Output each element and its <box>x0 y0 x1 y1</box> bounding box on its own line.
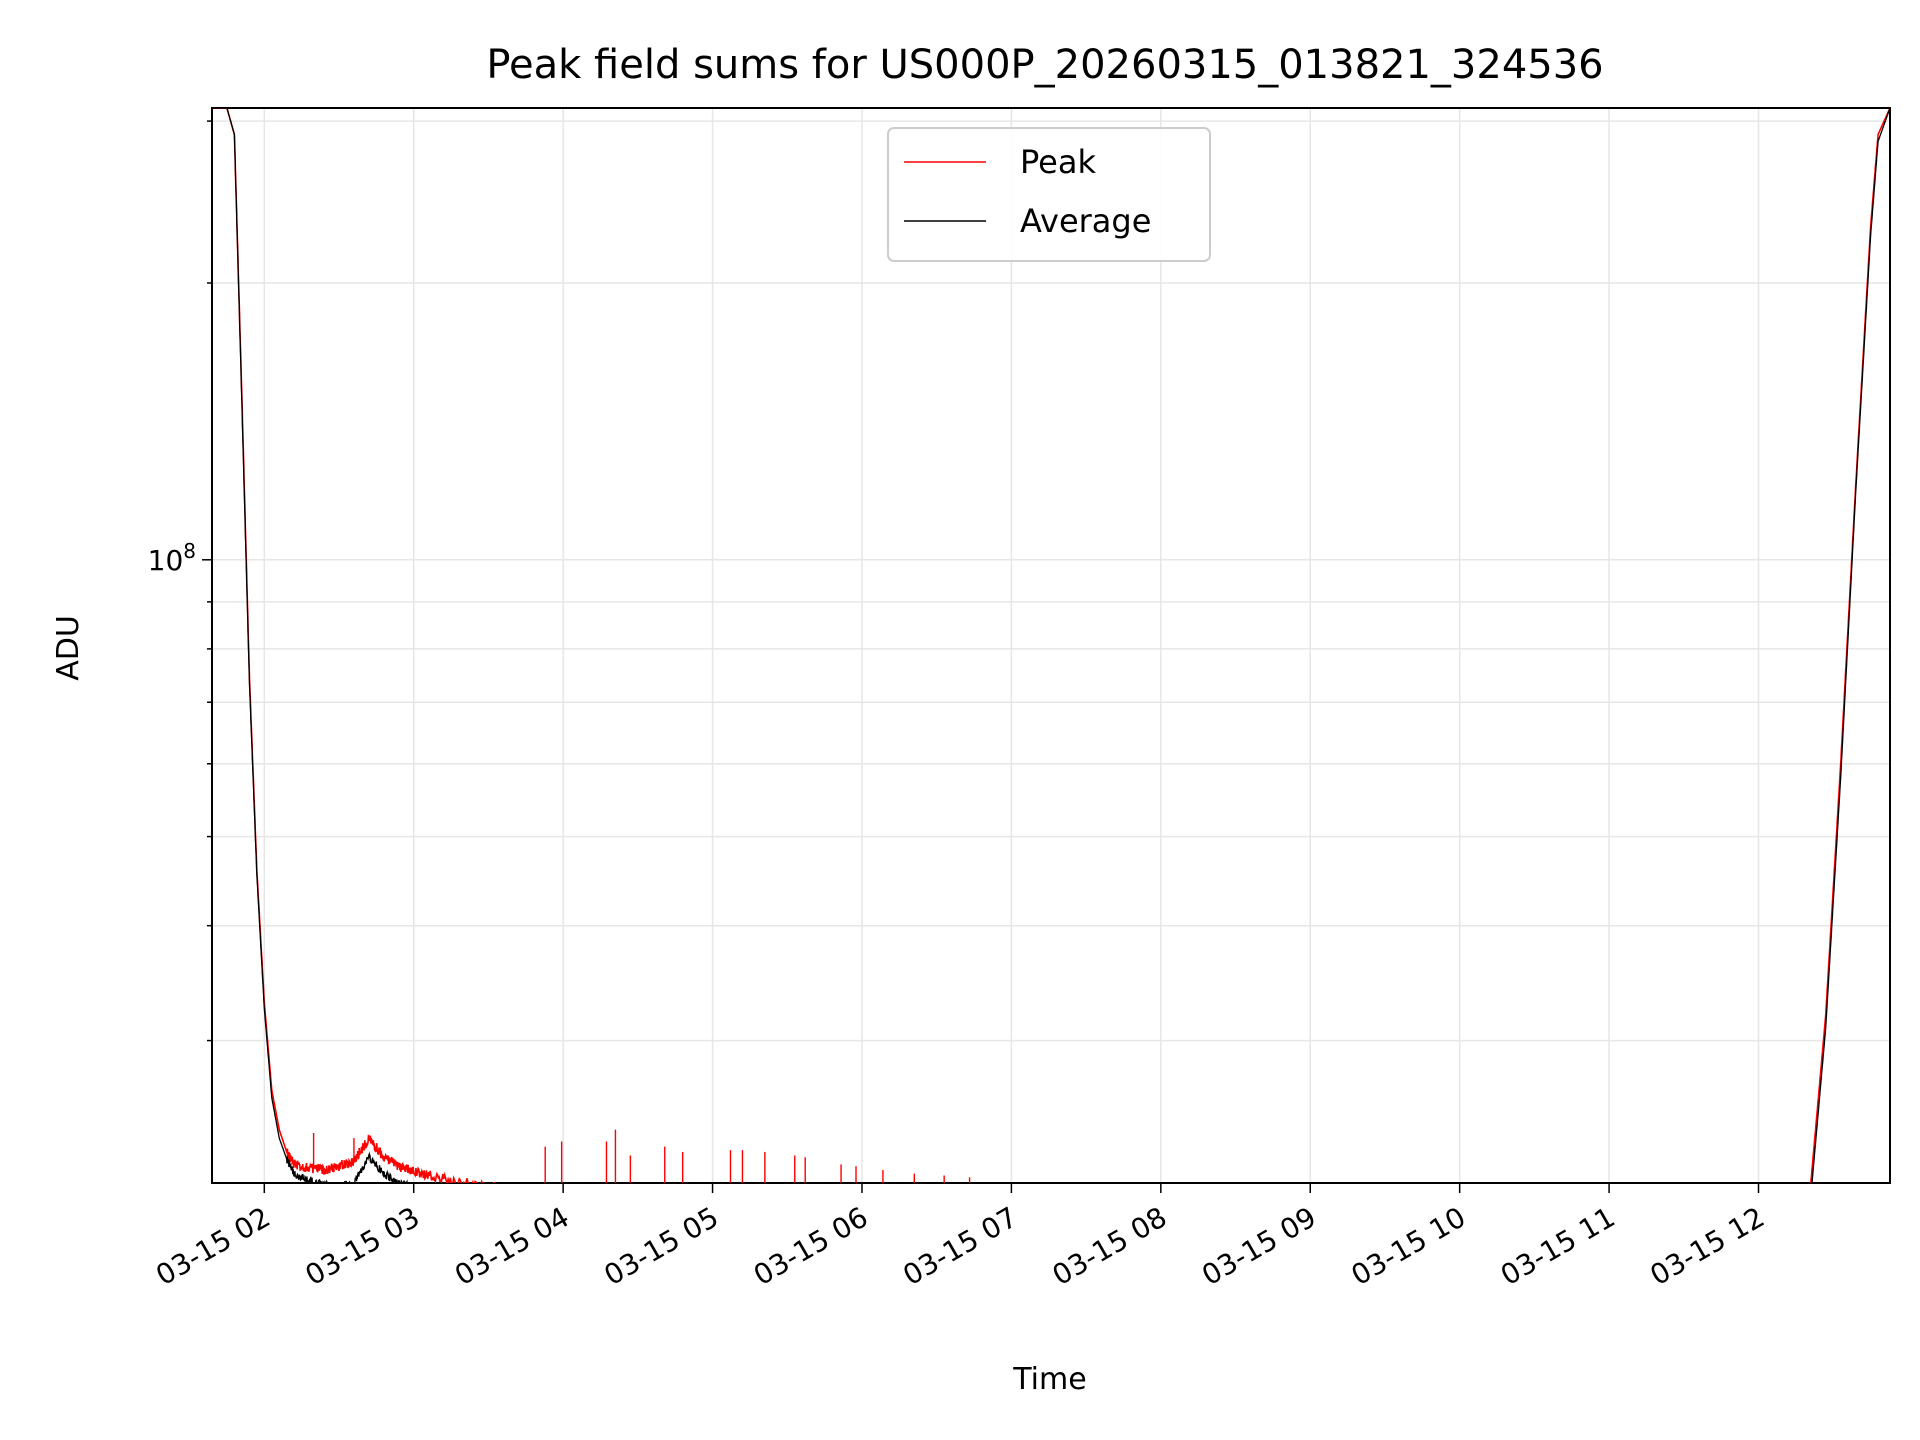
chart-title: Peak field sums for US000P_20260315_0138… <box>486 42 1603 88</box>
series-line-average <box>212 108 1890 1183</box>
x-tick-label: 03-15 04 <box>449 1200 575 1292</box>
x-tick-label: 03-15 07 <box>897 1200 1023 1292</box>
x-tick-label: 03-15 10 <box>1346 1200 1472 1292</box>
x-axis-label: Time <box>1012 1362 1086 1397</box>
x-tick-label: 03-15 12 <box>1644 1200 1770 1292</box>
peak-spikes <box>312 1129 971 1183</box>
legend-average-label: Average <box>1020 202 1151 240</box>
y-axis: 108 <box>148 120 212 1042</box>
x-tick-label: 03-15 06 <box>748 1200 874 1292</box>
x-tick-label: 03-15 09 <box>1196 1200 1322 1292</box>
grid <box>212 108 1890 1183</box>
y-tick-label: 108 <box>148 539 196 577</box>
x-tick-label: 03-15 03 <box>300 1200 426 1292</box>
x-tick-label: 03-15 05 <box>599 1200 725 1292</box>
y-axis-label: ADU <box>51 615 86 681</box>
legend-peak-label: Peak <box>1020 143 1096 181</box>
plot-area <box>212 108 1890 1183</box>
legend: Peak Average <box>887 127 1211 262</box>
plot-frame <box>211 107 1891 1184</box>
x-axis: 03-15 02 03-15 03 03-15 04 03-15 05 03-15 06… <box>150 1183 1770 1292</box>
x-tick-label: 03-15 11 <box>1495 1200 1621 1292</box>
x-tick-label: 03-15 02 <box>150 1200 276 1292</box>
series-line-peak <box>212 108 1890 1183</box>
x-tick-label: 03-15 08 <box>1047 1200 1173 1292</box>
